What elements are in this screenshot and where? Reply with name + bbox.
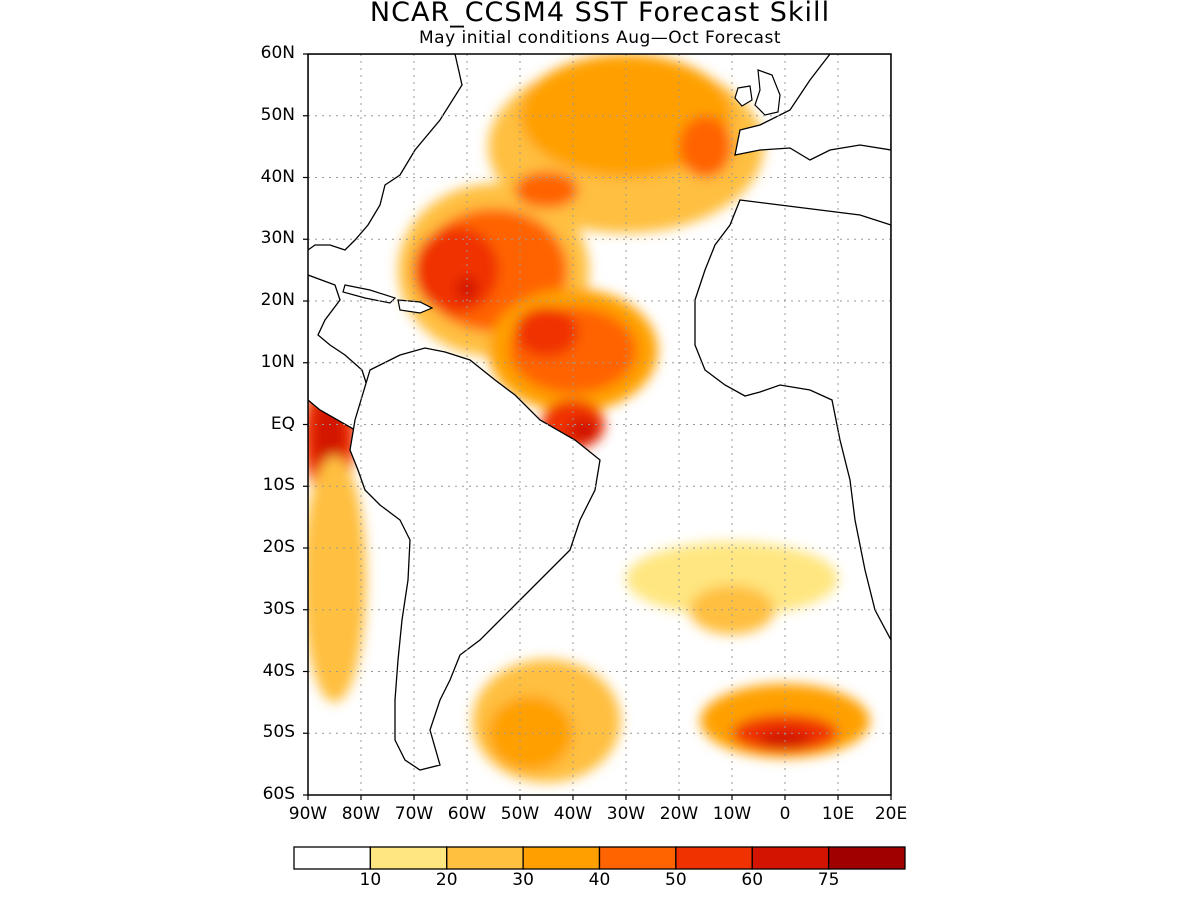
land-north-america xyxy=(308,54,463,251)
colorbar-label: 40 xyxy=(588,870,611,890)
skill-region-20 xyxy=(758,730,812,749)
land-great-britain xyxy=(754,69,781,116)
lon-tick-label: 20E xyxy=(874,804,908,824)
colorbar-label: 60 xyxy=(741,870,764,890)
land-hispaniola xyxy=(397,299,434,314)
land-south-america xyxy=(349,347,601,771)
colorbar-bin-3 xyxy=(522,846,601,870)
lon-tick-label: 20W xyxy=(659,804,699,824)
lon-tick-label: 90W xyxy=(288,804,328,824)
lon-tick-label: 10W xyxy=(712,804,752,824)
colorbar-bin-2 xyxy=(446,846,524,870)
colorbar-bin-0 xyxy=(293,846,372,870)
lon-tick-label: 40W xyxy=(553,804,593,824)
lon-tick-label: 50W xyxy=(500,804,540,824)
skill-region-17 xyxy=(488,696,573,771)
lat-tick-label: 20N xyxy=(260,290,295,310)
land-ireland xyxy=(734,85,753,107)
land-europe xyxy=(734,54,891,161)
lon-tick-label: 0 xyxy=(779,804,791,824)
skill-region-6 xyxy=(514,307,579,357)
skill-region-11 xyxy=(514,171,579,209)
lat-tick-label: EQ xyxy=(270,413,295,434)
lat-tick-label: 60S xyxy=(262,784,295,804)
colorbar-bin-1 xyxy=(369,846,448,870)
skill-region-22 xyxy=(689,585,775,635)
colorbar-label: 30 xyxy=(512,870,534,890)
skill-region-3 xyxy=(456,276,478,301)
chart-subtitle: May initial conditions Aug—Oct Forecast xyxy=(419,28,781,48)
colorbar-bin-6 xyxy=(751,846,830,870)
lon-tick-label: 30W xyxy=(606,804,646,824)
lon-tick-label: 80W xyxy=(341,804,381,824)
lat-tick-label: 40N xyxy=(260,166,295,187)
lat-tick-label: 20S xyxy=(262,537,295,557)
colorbar-bin-5 xyxy=(675,846,753,870)
land-cuba xyxy=(342,284,397,304)
colorbar-label: 20 xyxy=(435,870,458,890)
colorbar-label: 50 xyxy=(665,870,687,890)
skill-region-2 xyxy=(414,226,499,314)
colorbar-bin-4 xyxy=(598,846,677,870)
lat-tick-label: 40S xyxy=(262,660,295,681)
lat-tick-label: 60N xyxy=(260,43,295,63)
lat-tick-label: 50S xyxy=(262,722,295,743)
lat-tick-label: 30N xyxy=(260,228,295,249)
land-central-america xyxy=(308,274,371,431)
skill-region-15 xyxy=(308,455,367,703)
land-africa xyxy=(694,199,891,641)
colorbar-label: 10 xyxy=(359,870,382,890)
skill-region-21 xyxy=(626,541,838,616)
lat-tick-label: 30S xyxy=(262,598,295,619)
chart-title: NCAR_CCSM4 SST Forecast Skill xyxy=(369,0,831,28)
lon-tick-label: 10E xyxy=(821,804,855,824)
lon-tick-label: 60W xyxy=(447,804,487,824)
lat-tick-label: 50N xyxy=(260,104,295,125)
lat-tick-label: 10N xyxy=(260,351,295,372)
colorbar-label: 75 xyxy=(817,870,840,890)
lat-tick-label: 10S xyxy=(262,475,295,496)
lon-tick-label: 70W xyxy=(394,804,434,824)
colorbar-bin-7 xyxy=(827,846,906,870)
skill-region-12 xyxy=(679,115,732,178)
